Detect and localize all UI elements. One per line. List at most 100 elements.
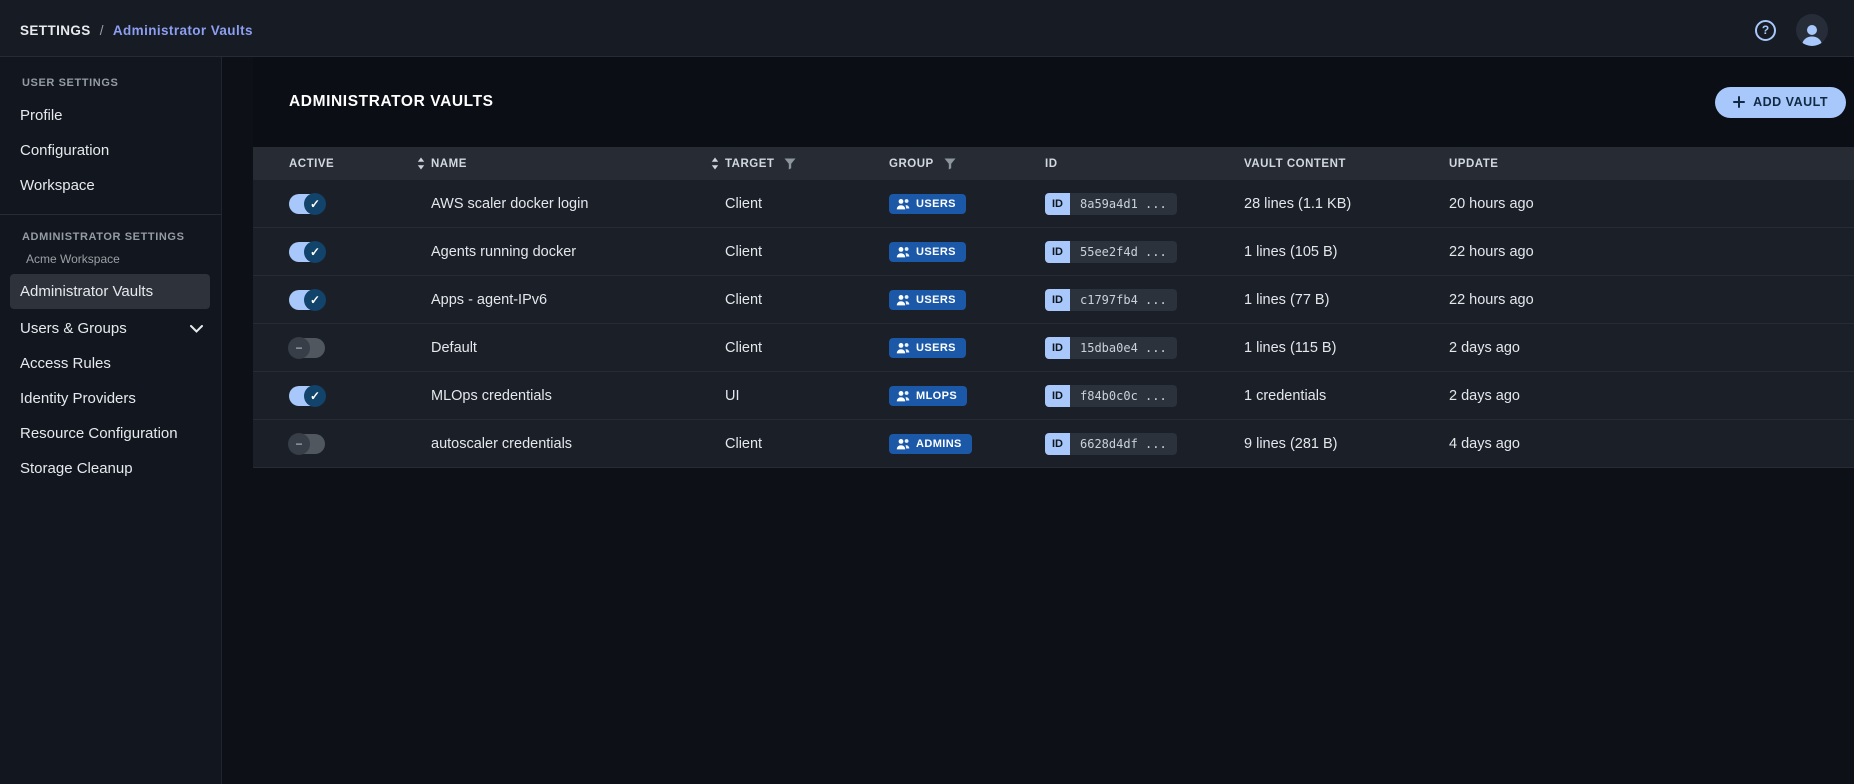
id-chip[interactable]: ID 55ee2f4d ... bbox=[1045, 240, 1177, 263]
sidebar-item-administrator-vaults[interactable]: Administrator Vaults bbox=[10, 274, 210, 309]
target-cell: Client bbox=[710, 244, 889, 260]
breadcrumb-current-page: Administrator Vaults bbox=[112, 22, 253, 38]
id-cell: ID 15dba0e4 ... bbox=[1045, 336, 1244, 359]
id-chip-label: ID bbox=[1045, 336, 1070, 359]
toggle-knob bbox=[304, 192, 326, 215]
table-row[interactable]: Default Client USERS ID 15dba0e4 ... bbox=[253, 324, 1854, 372]
column-target[interactable]: TARGET bbox=[710, 157, 889, 170]
group-cell: USERS bbox=[889, 193, 1045, 214]
table-body: AWS scaler docker login Client USERS ID … bbox=[253, 180, 1854, 468]
plus-icon bbox=[1733, 96, 1746, 108]
update-cell: 2 days ago bbox=[1449, 388, 1854, 404]
update-cell: 20 hours ago bbox=[1449, 196, 1854, 212]
users-icon bbox=[896, 390, 910, 401]
id-chip-label: ID bbox=[1045, 288, 1070, 311]
active-toggle[interactable] bbox=[289, 288, 326, 311]
id-chip-label: ID bbox=[1045, 384, 1070, 407]
toggle-knob bbox=[304, 384, 326, 407]
help-icon[interactable]: ? bbox=[1755, 19, 1776, 41]
group-cell: USERS bbox=[889, 337, 1045, 358]
active-cell bbox=[253, 288, 416, 311]
section-user-settings: USER SETTINGS bbox=[22, 77, 119, 89]
table-row[interactable]: Apps - agent-IPv6 Client USERS ID c1797f… bbox=[253, 276, 1854, 324]
sort-icon[interactable] bbox=[710, 157, 720, 170]
table-row[interactable]: Agents running docker Client USERS ID 55… bbox=[253, 228, 1854, 276]
name-cell: Apps - agent-IPv6 bbox=[416, 292, 710, 308]
sidebar-item-users-groups[interactable]: Users & Groups bbox=[0, 311, 221, 346]
sort-icon[interactable] bbox=[416, 157, 426, 170]
vault-content: 9 lines (281 B) bbox=[1244, 435, 1338, 452]
active-cell bbox=[253, 384, 416, 407]
filter-icon[interactable] bbox=[784, 158, 796, 170]
vault-update: 2 days ago bbox=[1449, 339, 1520, 356]
group-badge-label: USERS bbox=[916, 341, 956, 354]
group-cell: ADMINS bbox=[889, 433, 1045, 454]
vault-content-cell: 1 credentials bbox=[1244, 388, 1449, 404]
users-icon bbox=[896, 294, 910, 305]
sidebar-item-storage-cleanup[interactable]: Storage Cleanup bbox=[0, 451, 221, 486]
vault-content-cell: 28 lines (1.1 KB) bbox=[1244, 196, 1449, 212]
column-name[interactable]: NAME bbox=[416, 157, 710, 170]
table-row[interactable]: autoscaler credentials Client ADMINS ID … bbox=[253, 420, 1854, 468]
vault-target: Client bbox=[725, 435, 763, 452]
active-cell bbox=[253, 336, 416, 359]
user-avatar[interactable] bbox=[1796, 14, 1828, 46]
id-chip[interactable]: ID 6628d4df ... bbox=[1045, 432, 1177, 455]
vault-content-cell: 1 lines (77 B) bbox=[1244, 292, 1449, 308]
person-icon bbox=[1802, 25, 1822, 46]
vault-target: Client bbox=[725, 243, 763, 260]
filter-icon[interactable] bbox=[944, 158, 956, 170]
group-cell: USERS bbox=[889, 289, 1045, 310]
column-update: UPDATE bbox=[1449, 157, 1499, 170]
breadcrumb: SETTINGS / Administrator Vaults bbox=[20, 23, 253, 38]
column-vault-content: VAULT CONTENT bbox=[1244, 157, 1346, 170]
table-row[interactable]: MLOps credentials UI MLOPS ID f84b0c0c .… bbox=[253, 372, 1854, 420]
toggle-knob bbox=[304, 240, 326, 263]
id-chip[interactable]: ID f84b0c0c ... bbox=[1045, 384, 1177, 407]
group-badge: USERS bbox=[889, 289, 966, 310]
active-toggle[interactable] bbox=[289, 240, 326, 263]
group-badge: USERS bbox=[889, 337, 966, 358]
active-toggle[interactable] bbox=[289, 384, 326, 407]
sidebar-item-label: Access Rules bbox=[20, 355, 111, 372]
name-cell: Agents running docker bbox=[416, 244, 710, 260]
column-group: GROUP bbox=[889, 158, 1045, 170]
group-badge: USERS bbox=[889, 193, 966, 214]
group-badge-label: USERS bbox=[916, 245, 956, 258]
vault-update: 2 days ago bbox=[1449, 387, 1520, 404]
name-cell: AWS scaler docker login bbox=[416, 196, 710, 212]
add-vault-button[interactable]: ADD VAULT bbox=[1715, 86, 1846, 118]
sidebar-item-label: Administrator Vaults bbox=[20, 283, 154, 300]
sidebar: USER SETTINGS Profile Configuration Work… bbox=[0, 57, 222, 784]
sidebar-item-identity-providers[interactable]: Identity Providers bbox=[0, 381, 221, 416]
vault-name: AWS scaler docker login bbox=[431, 195, 589, 212]
target-cell: Client bbox=[710, 340, 889, 356]
id-cell: ID 8a59a4d1 ... bbox=[1045, 192, 1244, 215]
vault-target: Client bbox=[725, 291, 763, 308]
sidebar-item-configuration[interactable]: Configuration bbox=[0, 133, 221, 168]
sidebar-item-resource-configuration[interactable]: Resource Configuration bbox=[0, 416, 221, 451]
sidebar-item-label: Identity Providers bbox=[20, 390, 136, 407]
sidebar-item-profile[interactable]: Profile bbox=[0, 98, 221, 133]
active-toggle[interactable] bbox=[288, 432, 325, 455]
id-chip-value: 6628d4df ... bbox=[1070, 432, 1177, 455]
id-chip-label: ID bbox=[1045, 240, 1070, 263]
top-bar: SETTINGS / Administrator Vaults ? bbox=[0, 0, 1854, 57]
id-chip[interactable]: ID c1797fb4 ... bbox=[1045, 288, 1177, 311]
active-toggle[interactable] bbox=[289, 192, 326, 215]
vault-content: 28 lines (1.1 KB) bbox=[1244, 195, 1352, 212]
group-badge: ADMINS bbox=[889, 433, 972, 454]
id-chip[interactable]: ID 8a59a4d1 ... bbox=[1045, 192, 1177, 215]
vault-content: 1 credentials bbox=[1244, 387, 1327, 404]
active-toggle[interactable] bbox=[288, 336, 325, 359]
table-row[interactable]: AWS scaler docker login Client USERS ID … bbox=[253, 180, 1854, 228]
id-chip[interactable]: ID 15dba0e4 ... bbox=[1045, 336, 1177, 359]
sidebar-item-label: Users & Groups bbox=[20, 320, 127, 337]
group-badge-label: USERS bbox=[916, 197, 956, 210]
vault-update: 22 hours ago bbox=[1449, 291, 1534, 308]
sidebar-item-access-rules[interactable]: Access Rules bbox=[0, 346, 221, 381]
vault-content: 1 lines (115 B) bbox=[1244, 339, 1337, 356]
sidebar-item-workspace[interactable]: Workspace bbox=[0, 168, 221, 203]
breadcrumb-settings[interactable]: SETTINGS bbox=[20, 22, 91, 38]
